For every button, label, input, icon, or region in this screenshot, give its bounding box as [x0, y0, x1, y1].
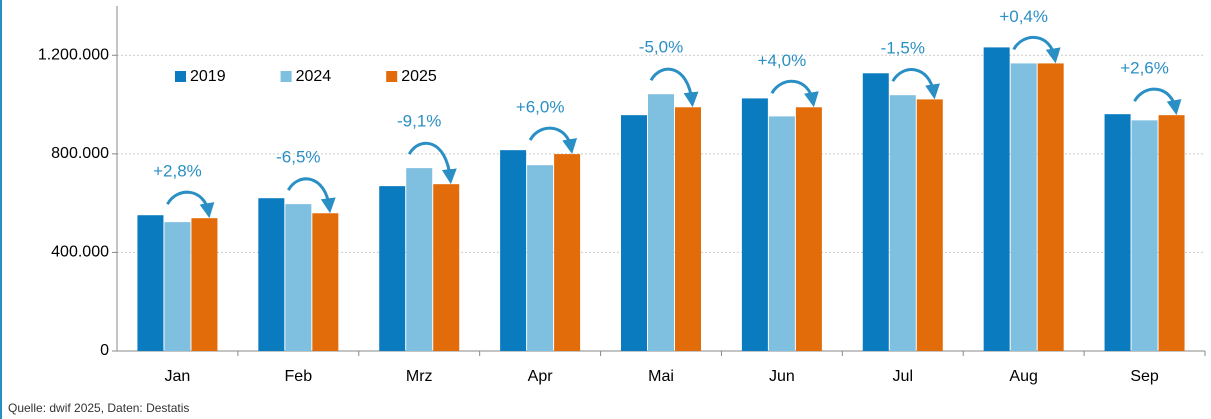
- x-tick-label: Aug: [1009, 368, 1037, 385]
- bar: [1158, 115, 1185, 352]
- change-label: -5,0%: [639, 38, 683, 57]
- legend-swatch: [386, 71, 398, 82]
- bar: [889, 95, 916, 351]
- bar: [621, 115, 647, 352]
- change-arrow: [891, 68, 940, 100]
- bar: [527, 165, 554, 351]
- bar: [675, 107, 701, 352]
- bar: [1037, 63, 1064, 352]
- bar: [741, 98, 768, 352]
- legend-label: 2019: [190, 68, 226, 85]
- bar: [406, 168, 433, 351]
- bar: [1010, 63, 1037, 352]
- bar: [1104, 114, 1131, 351]
- bar: [983, 47, 1010, 352]
- y-tick-label: 0: [100, 342, 109, 359]
- y-tick-label: 1.200.000: [38, 47, 109, 64]
- change-label: +4,0%: [758, 51, 807, 70]
- change-arrow: [166, 190, 215, 219]
- bar: [916, 99, 943, 352]
- source-note: Quelle: dwif 2025, Daten: Destatis: [8, 401, 189, 415]
- change-label: -6,5%: [276, 148, 320, 167]
- x-tick-label: Mai: [648, 368, 674, 385]
- bar: [1131, 120, 1158, 351]
- bar: [554, 154, 581, 351]
- change-arrow: [407, 141, 457, 185]
- bar: [164, 222, 191, 351]
- change-label: +0,4%: [999, 7, 1048, 26]
- bar: [433, 184, 460, 351]
- bar: [768, 116, 795, 352]
- change-label: +2,6%: [1120, 59, 1169, 78]
- bar: [795, 107, 822, 352]
- bar: [191, 218, 218, 351]
- y-tick-label: 400.000: [51, 244, 109, 261]
- legend-label: 2024: [296, 68, 332, 85]
- change-arrow: [287, 177, 336, 214]
- change-label: +2,8%: [153, 162, 202, 181]
- bar: [285, 204, 312, 351]
- change-arrow: [1133, 87, 1182, 116]
- x-tick-label: Apr: [528, 368, 554, 385]
- legend-swatch: [175, 71, 186, 82]
- x-tick-label: Jul: [893, 368, 913, 385]
- change-label: -1,5%: [881, 39, 925, 58]
- change-label: -9,1%: [397, 112, 441, 131]
- x-tick-label: Jun: [769, 368, 795, 385]
- change-arrow: [1012, 35, 1061, 64]
- bar: [500, 150, 527, 351]
- bar: [137, 215, 164, 351]
- bar: [379, 186, 406, 351]
- y-tick-label: 800.000: [51, 145, 109, 162]
- x-tick-label: Mrz: [406, 368, 433, 385]
- bar: [312, 213, 339, 351]
- change-label: +6,0%: [516, 98, 565, 117]
- change-arrow: [770, 79, 819, 108]
- x-tick-label: Sep: [1130, 368, 1159, 385]
- legend-label: 2025: [401, 68, 437, 85]
- legend-swatch: [280, 71, 292, 82]
- change-arrow: [649, 67, 699, 108]
- x-tick-label: Jan: [165, 368, 191, 385]
- change-arrow: [528, 126, 578, 155]
- bar: [648, 94, 674, 351]
- bar: [258, 198, 285, 351]
- x-tick-label: Feb: [285, 368, 313, 385]
- bar: [862, 73, 889, 352]
